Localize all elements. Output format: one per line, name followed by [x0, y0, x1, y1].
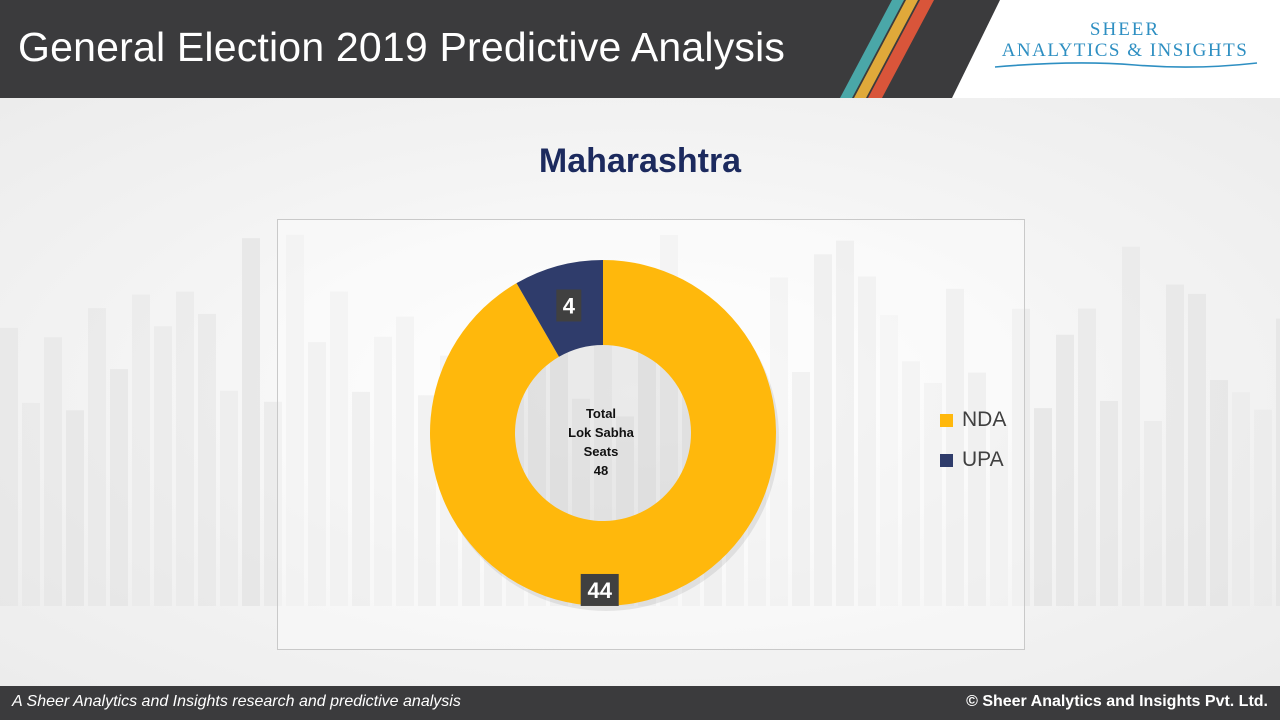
- background-bar: [66, 410, 84, 606]
- donut-slice-nda: [429, 260, 776, 606]
- logo-swoosh: [994, 62, 1258, 68]
- center-line-4: 48: [593, 463, 609, 478]
- stripe-gold: [854, 0, 918, 98]
- chart-title: Maharashtra: [538, 142, 742, 180]
- background-bar: [1056, 334, 1074, 606]
- background-bar: [1276, 318, 1280, 606]
- background-bar: [308, 342, 326, 606]
- background-bar: [1078, 308, 1096, 606]
- background-bar: [44, 337, 62, 606]
- background-bar: [968, 372, 986, 606]
- background-bar: [396, 316, 414, 606]
- background-bar: [1210, 380, 1228, 606]
- background-bar: [924, 382, 942, 606]
- background-bar: [176, 291, 194, 606]
- background-bar: [858, 276, 876, 606]
- background-bar: [1188, 293, 1206, 606]
- background-bar: [0, 327, 18, 606]
- footer-copyright: © Sheer Analytics and Insights Pvt. Ltd.: [966, 693, 1268, 710]
- background-bar: [880, 315, 898, 606]
- legend-item-upa: UPA: [940, 440, 1006, 480]
- background-bar: [286, 234, 304, 606]
- background-bar: [110, 369, 128, 606]
- background-bar: [792, 371, 810, 606]
- footer: A Sheer Analytics and Insights research …: [0, 686, 1280, 720]
- background-bar: [22, 402, 40, 606]
- donut-center-label: Total Lok Sabha Seats 48: [553, 404, 649, 480]
- stripe-teal: [840, 0, 904, 98]
- company-logo: SHEER ANALYTICS & INSIGHTS: [985, 20, 1265, 62]
- background-bar: [990, 424, 1008, 606]
- background-bar: [242, 238, 260, 607]
- legend-label-nda: NDA: [962, 408, 1007, 431]
- data-label-value: 4: [563, 293, 576, 318]
- background-bar: [814, 254, 832, 606]
- legend-item-nda: NDA: [940, 400, 1006, 440]
- background-bar: [770, 277, 788, 606]
- background-bar: [132, 294, 150, 606]
- background-bar: [1012, 308, 1030, 606]
- header: General Election 2019 Predictive Analysi…: [0, 0, 1280, 98]
- background-bar: [1232, 392, 1250, 606]
- data-label-upa: 4: [556, 289, 582, 322]
- data-label-nda: 44: [580, 573, 619, 606]
- center-line-2: Lok Sabha: [568, 425, 634, 440]
- stripe-orange: [868, 0, 934, 98]
- footer-tagline: A Sheer Analytics and Insights research …: [12, 693, 461, 710]
- data-label-box: [556, 289, 582, 322]
- background-bar: [352, 391, 370, 606]
- background-bar: [1100, 400, 1118, 606]
- background-bar: [1254, 409, 1272, 606]
- background-bar: [88, 308, 106, 606]
- page-title: General Election 2019 Predictive Analysi…: [18, 24, 786, 70]
- background-bar: [1166, 284, 1184, 606]
- background-bar: [1122, 246, 1140, 606]
- logo-text-bottom: ANALYTICS & INSIGHTS: [1001, 40, 1249, 61]
- background-bar: [220, 390, 238, 606]
- background-bar: [330, 291, 348, 606]
- background-bar: [1034, 408, 1052, 606]
- background-bar: [946, 288, 964, 606]
- background-bar: [374, 336, 392, 606]
- header-stripes: [840, 0, 1280, 98]
- center-line-3: Seats: [583, 444, 619, 459]
- background-bar: [836, 240, 854, 606]
- legend-swatch-nda: [940, 413, 953, 427]
- data-label-box: [580, 573, 619, 606]
- background-bar: [1144, 421, 1162, 606]
- logo-text-top: SHEER: [1089, 19, 1161, 40]
- background-bar: [198, 313, 216, 606]
- data-label-value: 44: [587, 578, 612, 603]
- legend-label-upa: UPA: [962, 448, 1004, 471]
- logo-panel: [952, 0, 1280, 98]
- chart-legend: NDA UPA: [940, 400, 1006, 480]
- background-bar: [154, 326, 172, 606]
- center-line-1: Total: [585, 406, 617, 421]
- legend-swatch-upa: [940, 453, 953, 467]
- background-bar: [902, 361, 920, 606]
